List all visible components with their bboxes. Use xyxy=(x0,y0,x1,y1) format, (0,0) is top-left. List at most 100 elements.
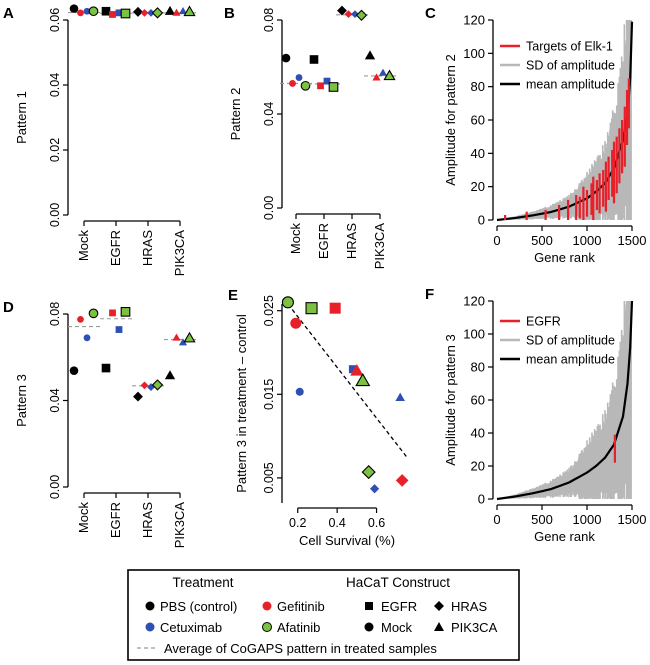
panel-A-ytick-label: 0.06 xyxy=(48,8,62,32)
x-tick-label: 1000 xyxy=(573,512,602,527)
x-tick-label: 0 xyxy=(493,233,500,248)
legend-cetuximab-marker xyxy=(145,622,155,632)
point-egfr-cetuximab xyxy=(115,326,123,333)
legend-label: Targets of Elk-1 xyxy=(526,40,613,54)
y-tick-label: 20 xyxy=(471,179,485,194)
legend-pbs-label: PBS (control) xyxy=(160,599,237,614)
point-mock-cetuximab xyxy=(295,74,303,81)
panel-label-C: C xyxy=(425,5,436,22)
point-hras-afatinib xyxy=(361,464,376,480)
point-egfr-cetuximab xyxy=(115,9,123,17)
point-hras-gefitinib xyxy=(140,8,149,17)
x-tick-label: 0.6 xyxy=(368,516,385,530)
y-tick-label: 100 xyxy=(463,327,485,342)
legend-hras-marker xyxy=(434,601,444,611)
panel-label-E: E xyxy=(228,287,238,304)
x-tick-label-hras: HRAS xyxy=(140,230,155,266)
point-pik3ca-pbs xyxy=(164,370,176,380)
x-tick-label: 500 xyxy=(531,233,553,248)
legend: Targets of Elk-1 SD of amplitude mean ampl… xyxy=(500,40,615,92)
legend-box: Treatment HaCaT Construct PBS (control) … xyxy=(127,569,520,661)
point-pik3ca-afatinib xyxy=(355,372,371,387)
panel-B-ytick-label: 0.00 xyxy=(262,196,276,220)
point-hras-gefitinib xyxy=(395,474,409,487)
x-tick-label: 1000 xyxy=(573,233,602,248)
point-pik3ca-cetuximab xyxy=(378,68,388,76)
legend-egfr-label: EGFR xyxy=(381,599,417,614)
panel-B-ytick-label: 0.08 xyxy=(262,8,276,32)
point-hras-cetuximab xyxy=(369,484,380,494)
legend-treatment-title: Treatment xyxy=(172,575,233,590)
point-pik3ca-gefitinib xyxy=(172,333,181,341)
point-pik3ca-pbs xyxy=(164,5,176,15)
legend-egfr-marker xyxy=(365,602,373,610)
point-pik3ca-pbs xyxy=(364,50,376,60)
point-mock-cetuximab xyxy=(83,334,91,342)
x-tick-label: 0 xyxy=(493,512,500,527)
legend-cetuximab-label: Cetuximab xyxy=(160,620,222,635)
point-egfr-gefitinib xyxy=(317,82,324,90)
x-tick-label-egfr: EGFR xyxy=(108,502,123,538)
fit-line xyxy=(287,303,409,460)
point-egfr-pbs xyxy=(101,6,111,16)
y-tick-label: 100 xyxy=(463,46,485,61)
legend-pik3ca-marker xyxy=(434,622,444,631)
point-egfr-gefitinib xyxy=(109,309,116,317)
x-tick-label-egfr: EGFR xyxy=(316,223,331,259)
point-mock-pbs xyxy=(69,4,79,13)
x-tick-label: 1500 xyxy=(618,233,647,248)
x-tick-label-hras: HRAS xyxy=(140,502,155,538)
x-tick-label-mock: Mock xyxy=(76,502,91,534)
y-tick-label: 60 xyxy=(471,393,485,408)
point-hras-pbs xyxy=(133,391,143,402)
point-egfr-afatinib xyxy=(120,8,131,19)
point-mock-gefitinib xyxy=(77,316,84,323)
legend-label: SD of amplitude xyxy=(526,59,615,73)
point-pik3ca-cetuximab xyxy=(178,6,188,15)
point-hras-afatinib xyxy=(355,9,368,22)
point-egfr-afatinib xyxy=(305,302,318,315)
x-tick-label-pik3ca: PIK3CA xyxy=(172,502,187,549)
y-tick-label: 0 xyxy=(478,492,485,507)
point-pik3ca-afatinib xyxy=(183,331,196,343)
point-egfr-pbs xyxy=(101,363,111,373)
panel-B-ytick-label: 0.04 xyxy=(262,102,276,126)
y-tick-label: 120 xyxy=(463,294,485,309)
panel-E: E 0.005 0.015 0.025 Pattern 3 in treatment –… xyxy=(228,287,409,548)
point-mock-gefitinib xyxy=(77,9,84,17)
legend-gefitinib-label: Gefitinib xyxy=(277,599,325,614)
point-mock-afatinib xyxy=(281,296,294,309)
x-tick-label: 0.4 xyxy=(328,516,345,530)
legend-gefitinib-marker xyxy=(262,601,272,611)
x-axis-title: Gene rank xyxy=(534,529,595,544)
panel-D: D 0.00 0.04 0.08 Pattern 3 Mock EGFR HRAS PIK3CA xyxy=(3,299,196,548)
panel-label-A: A xyxy=(3,5,14,22)
point-pik3ca-gefitinib xyxy=(172,8,181,16)
legend-label: mean amplitude xyxy=(526,78,615,92)
y-tick-label: 20 xyxy=(471,459,485,474)
legend-label: SD of amplitude xyxy=(526,334,615,348)
x-tick-label-egfr: EGFR xyxy=(108,230,123,266)
panel-D-ytick-label: 0.08 xyxy=(48,302,62,326)
point-pik3ca-afatinib xyxy=(383,69,396,81)
y-tick-label: 0 xyxy=(478,213,485,228)
y-tick-label: 40 xyxy=(471,146,485,161)
point-mock-afatinib xyxy=(300,80,311,91)
x-axis-title: Cell Survival (%) xyxy=(299,533,395,548)
y-tick-label: 40 xyxy=(471,426,485,441)
panel-F: F 0 20 40 60 80 100 120 Amplitude for pattern 3 0… xyxy=(425,286,646,544)
x-tick-label: 1500 xyxy=(618,512,647,527)
legend-pik3ca-label: PIK3CA xyxy=(451,620,498,635)
mean-amplitude-curve xyxy=(496,300,634,501)
point-mock-pbs xyxy=(281,53,291,63)
point-hras-pbs xyxy=(337,5,347,16)
y-tick-label: 60 xyxy=(471,113,485,128)
x-tick-label-pik3ca: PIK3CA xyxy=(372,223,387,270)
point-pik3ca-afatinib xyxy=(183,5,196,17)
point-pik3ca-gefitinib xyxy=(372,73,381,81)
point-hras-gefitinib xyxy=(140,381,149,390)
y-tick-label: 0.025 xyxy=(262,295,276,326)
panel-A-ytick-label: 0.00 xyxy=(48,203,62,227)
sd-band xyxy=(496,301,632,499)
